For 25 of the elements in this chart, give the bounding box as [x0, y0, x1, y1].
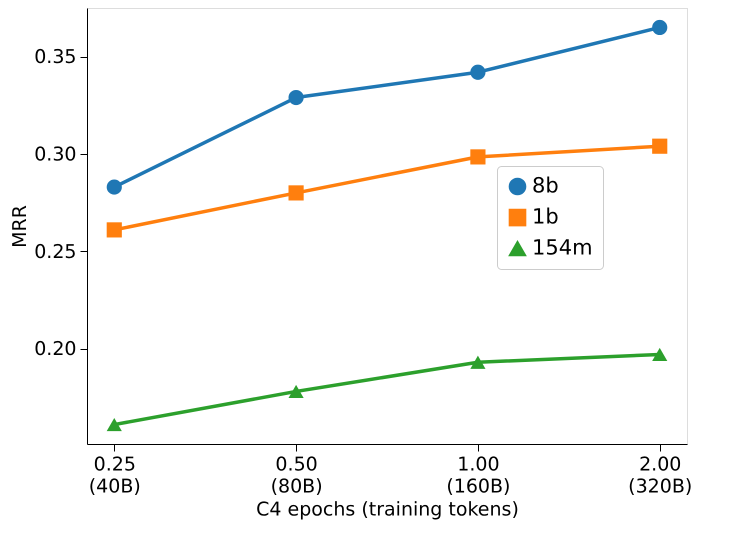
- x-tick-label: 0.50 (80B): [270, 454, 323, 498]
- point: [106, 418, 122, 432]
- y-tick-label: 0.30: [34, 143, 76, 166]
- point: [470, 149, 486, 164]
- x-axis-title: C4 epochs (training tokens): [256, 498, 519, 520]
- x-tick-label: 2.00 (320B): [628, 454, 692, 498]
- x-tick-label: 0.25 (40B): [88, 454, 141, 498]
- point: [288, 384, 304, 398]
- y-tick-label: 0.35: [34, 46, 76, 68]
- legend-label: 154m: [532, 236, 593, 260]
- x-tick-label: 1.00 (160B): [446, 454, 510, 498]
- y-axis-title: MRR: [9, 205, 32, 248]
- point: [652, 138, 668, 154]
- point: [106, 222, 122, 238]
- point: [652, 348, 668, 362]
- legend-label: 1b: [532, 204, 559, 228]
- y-tick-label: 0.25: [34, 240, 76, 263]
- point: [652, 20, 668, 36]
- point: [106, 180, 122, 195]
- point: [470, 64, 486, 80]
- point: [288, 90, 304, 106]
- legend-label: 8b: [532, 174, 559, 198]
- point: [288, 185, 304, 200]
- y-tick-label: 0.20: [34, 338, 76, 360]
- point: [470, 356, 486, 369]
